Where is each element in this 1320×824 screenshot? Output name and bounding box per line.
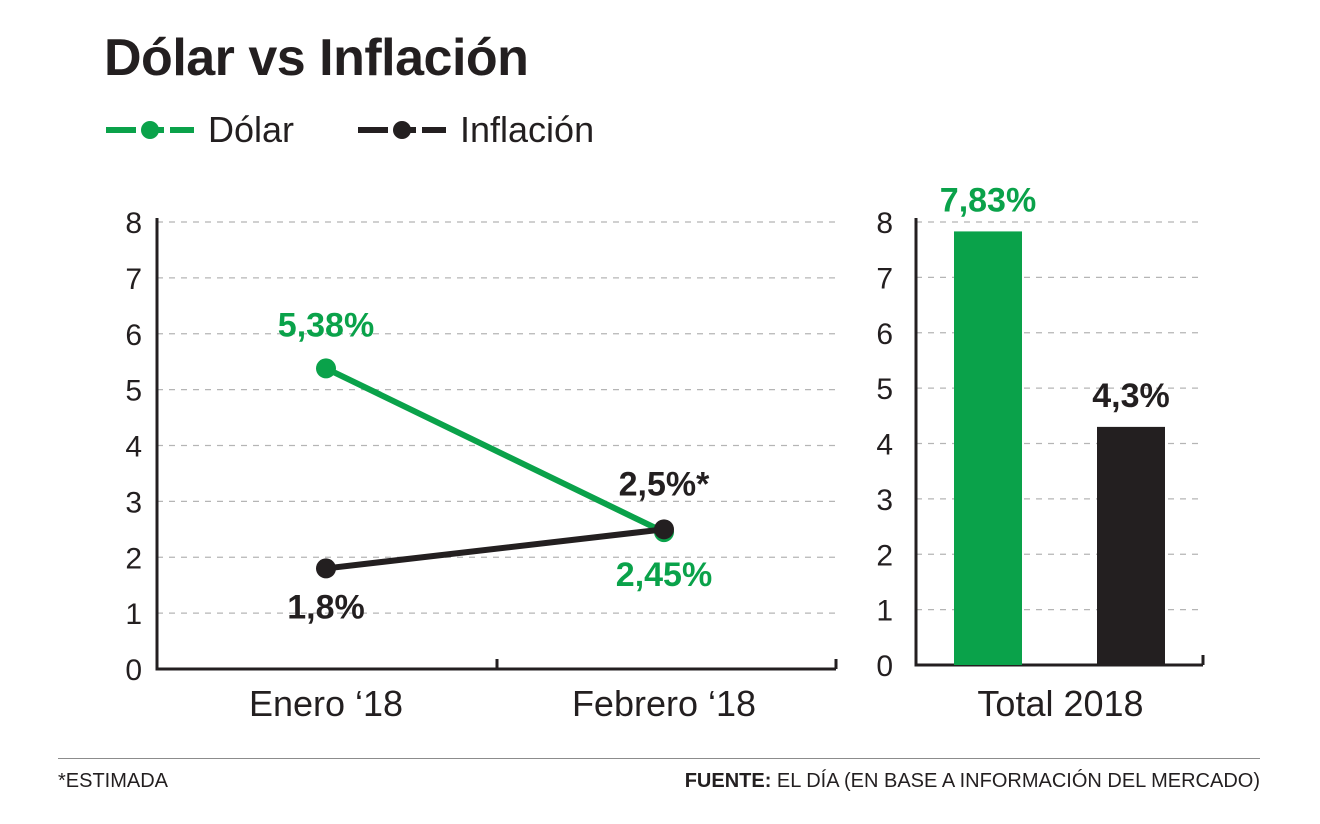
- data-point-inflacion: [316, 558, 336, 579]
- legend-label-inflacion: Inflación: [460, 109, 595, 150]
- y-tick-label: 7: [125, 263, 142, 296]
- y-tick-label: 4: [125, 431, 142, 464]
- y-tick-label: 5: [876, 373, 893, 406]
- y-tick-label: 7: [876, 262, 893, 295]
- y-tick-label: 5: [125, 375, 142, 408]
- x-category-label: Enero ‘18: [249, 683, 403, 724]
- page-title: Dólar vs Inflación: [104, 29, 529, 87]
- series-line-dolar: [323, 365, 667, 536]
- source-text: EL DÍA (EN BASE A INFORMACIÓN DEL MERCAD…: [771, 770, 1260, 792]
- chart-area: 0 1 2 3 4 5 6 7 8 Enero ‘18 Febrero ‘18 5,38% 2,45% 1…: [125, 181, 1205, 724]
- y-tick-label: 6: [876, 318, 893, 351]
- data-point-dolar: [316, 358, 336, 379]
- y-tick-label: 2: [876, 539, 893, 572]
- y-tick-label: 2: [125, 542, 142, 575]
- y-tick-label: 8: [876, 207, 893, 240]
- y-tick-label: 6: [125, 319, 142, 352]
- legend-item-dolar: Dólar: [104, 108, 294, 152]
- data-label-inflacion: 1,8%: [287, 588, 365, 626]
- source-note: FUENTE: EL DÍA (EN BASE A INFORMACIÓN DE…: [685, 770, 1260, 793]
- y-tick-label: 0: [876, 650, 893, 683]
- legend-swatch-inflacion: [358, 121, 446, 139]
- x-category-label: Febrero ‘18: [572, 683, 756, 724]
- footer-divider: [58, 758, 1260, 759]
- source-prefix: FUENTE:: [684, 770, 772, 792]
- y-tick-label: 3: [125, 486, 142, 519]
- data-point-inflacion: [654, 519, 674, 540]
- y-tick-label: 1: [125, 598, 142, 631]
- bar-inflacion: [1097, 426, 1165, 665]
- legend-label-dolar: Dólar: [208, 109, 295, 150]
- data-label-inflacion: 2,5%*: [619, 465, 710, 503]
- y-tick-label: 3: [876, 484, 893, 517]
- y-tick-label: 8: [125, 207, 142, 240]
- y-tick-label: 0: [125, 654, 142, 687]
- y-tick-label: 1: [876, 595, 893, 628]
- legend-item-inflacion: Inflación: [356, 108, 594, 152]
- data-label-dolar: 2,45%: [616, 556, 712, 594]
- data-label-dolar: 7,83%: [940, 181, 1036, 219]
- data-label-inflacion: 4,3%: [1092, 377, 1170, 415]
- bar-dolar: [954, 231, 1022, 665]
- y-tick-label: 4: [876, 429, 893, 462]
- data-label-dolar: 5,38%: [278, 306, 374, 344]
- x-category-label: Total 2018: [977, 683, 1143, 724]
- footnote: *ESTIMADA: [58, 770, 169, 792]
- series-line-inflacion: [323, 526, 667, 572]
- legend-swatch-dolar: [106, 121, 194, 139]
